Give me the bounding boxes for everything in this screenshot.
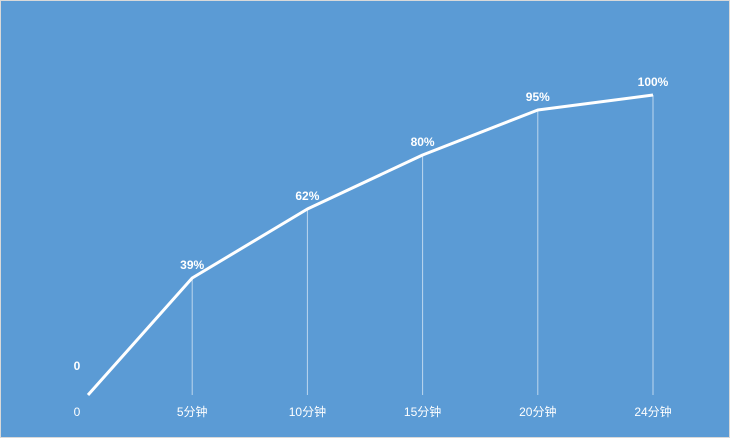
x-tick-label: 15分钟: [404, 404, 441, 419]
data-label: 95%: [526, 90, 550, 104]
data-label: 39%: [180, 258, 204, 272]
data-label: 62%: [295, 189, 319, 203]
data-label: 0: [74, 359, 81, 373]
x-tick-label: 24分钟: [634, 404, 671, 419]
x-tick-label: 10分钟: [289, 404, 326, 419]
data-label: 100%: [638, 75, 669, 89]
data-line: [86, 93, 654, 396]
x-tick-label: 5分钟: [177, 404, 208, 419]
x-tick-label: 0: [74, 405, 81, 419]
data-label: 80%: [411, 135, 435, 149]
x-tick-label: 20分钟: [519, 404, 556, 419]
